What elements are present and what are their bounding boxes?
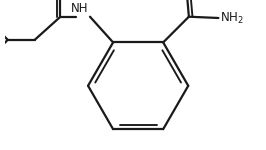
Text: NH: NH — [71, 2, 89, 15]
Text: NH$_2$: NH$_2$ — [220, 11, 243, 26]
